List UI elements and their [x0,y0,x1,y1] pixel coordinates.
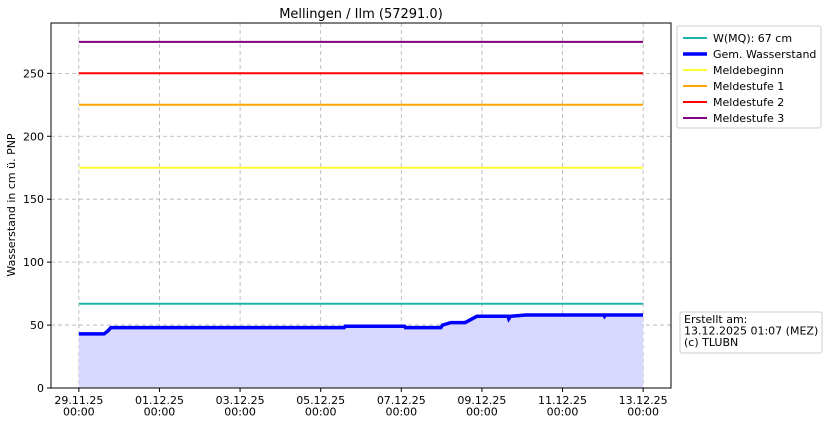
area [78,315,644,388]
x-tick-label: 13.12.25 00:00 [619,394,668,419]
x-tick-label: 09.12.25 00:00 [457,394,506,419]
y-tick-label: 100 [23,256,44,269]
x-tick-label: 05.12.25 00:00 [296,394,345,419]
plot-area: 0 50 100 150 200 250 29.11.25 00:00 01.12.25 00:0… [23,23,671,419]
x-tick-label: 11.12.25 00:00 [538,394,587,419]
legend-label: Meldestufe 1 [713,80,784,93]
x-tick-label: 03.12.25 00:00 [216,394,265,419]
y-tick-label: 250 [23,67,44,80]
x-tick-label: 01.12.25 00:00 [135,394,184,419]
x-tick-label: 07.12.25 00:00 [377,394,426,419]
legend-label: Meldestufe 2 [713,96,784,109]
chart-title: Mellingen / Ilm (57291.0) [279,7,443,22]
y-axis-label: Wasserstand in cm ü. PNP [5,133,18,277]
legend-label: Meldestufe 3 [713,112,784,125]
legend-label: Gem. Wasserstand [713,48,816,61]
y-tick-label: 0 [37,382,44,395]
axes-frame [50,22,672,389]
x-tick-label: 29.11.25 00:00 [54,394,103,419]
y-tick-label: 150 [23,193,44,206]
legend-box [676,25,822,129]
series-line [78,313,644,336]
y-tick-label: 50 [30,319,44,332]
annotation: Erstellt am: 13.12.2025 01:07 (MEZ) (c) TL… [684,313,818,349]
annotation-box [679,311,823,354]
legend-label: W(MQ): 67 cm [713,32,792,45]
y-tick-label: 200 [23,130,44,143]
legend-label: Meldebeginn [713,64,784,77]
